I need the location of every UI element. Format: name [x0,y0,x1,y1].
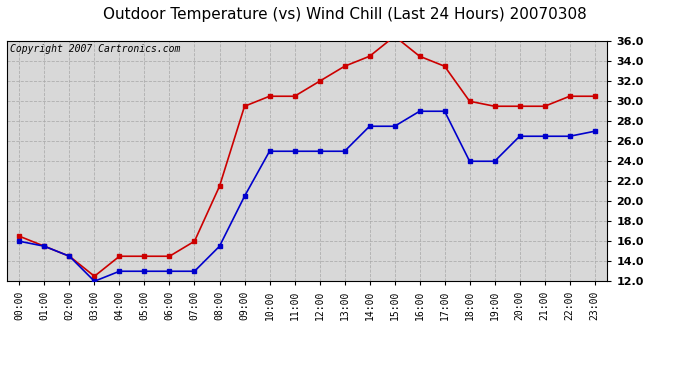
Text: Outdoor Temperature (vs) Wind Chill (Last 24 Hours) 20070308: Outdoor Temperature (vs) Wind Chill (Las… [103,8,587,22]
Text: Copyright 2007 Cartronics.com: Copyright 2007 Cartronics.com [10,44,180,54]
